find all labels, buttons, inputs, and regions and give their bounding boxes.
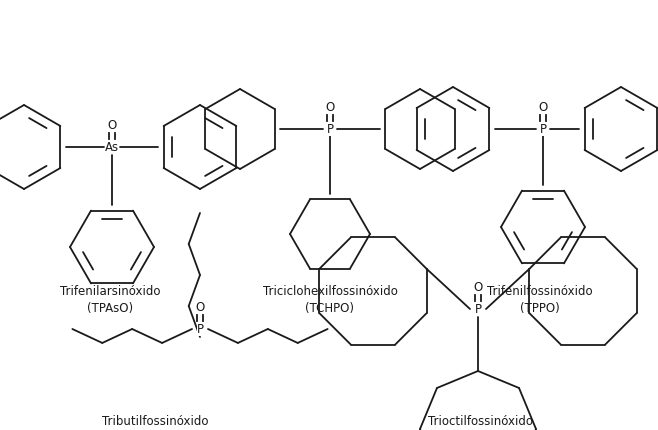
- Text: P: P: [326, 123, 334, 136]
- Text: Triciclohexilfossinóxido
(TCHPO): Triciclohexilfossinóxido (TCHPO): [263, 284, 397, 314]
- Text: Trifenilarsinóxido
(TPAsO): Trifenilarsinóxido (TPAsO): [60, 284, 161, 314]
- Text: O: O: [325, 101, 335, 114]
- Text: P: P: [197, 323, 203, 336]
- Text: O: O: [107, 119, 116, 132]
- Text: P: P: [474, 303, 482, 316]
- Text: P: P: [540, 123, 547, 136]
- Text: Trifenilfossinóxido
(TPPO): Trifenilfossinóxido (TPPO): [487, 284, 593, 314]
- Text: O: O: [473, 281, 482, 294]
- Text: Tributilfossinóxido
(TBPO): Tributilfossinóxido (TBPO): [102, 414, 208, 430]
- Text: As: As: [105, 141, 119, 154]
- Text: Trioctilfossinóxido
(TOPO): Trioctilfossinóxido (TOPO): [428, 414, 532, 430]
- Text: O: O: [195, 301, 205, 314]
- Text: O: O: [538, 101, 547, 114]
